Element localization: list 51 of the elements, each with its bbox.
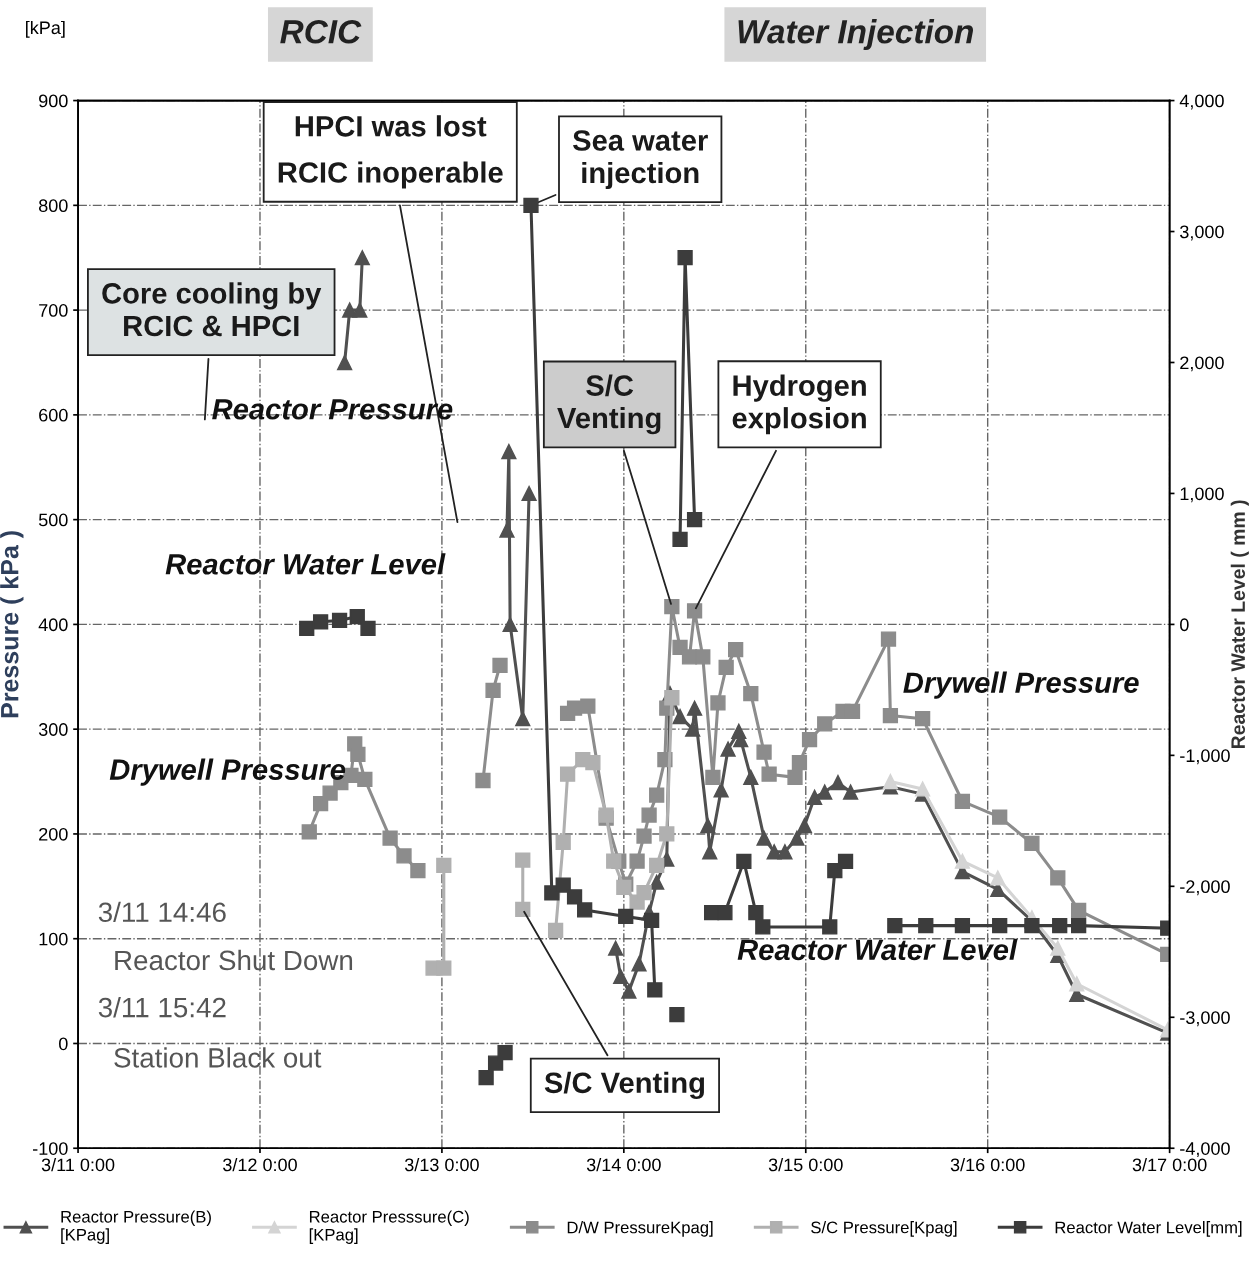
y-tick-label: 100 — [39, 932, 68, 946]
y-axis-title: Pressure ( kPa ) — [0, 531, 24, 718]
annotation: Drywell Pressure — [109, 758, 346, 786]
annotation: 3/11 14:46 — [98, 901, 226, 923]
y2-axis-title: Reactor Water Level ( mm ) — [1230, 500, 1249, 749]
y-tick-label: -100 — [33, 1142, 68, 1155]
legend-label: Reactor Presssure(C) [KPag] — [309, 1210, 469, 1244]
annotation: Reactor Water Level — [165, 553, 446, 575]
text: RCIC — [280, 19, 362, 44]
annotation: Reactor Water Level — [737, 938, 1018, 961]
x-tick-label: 3/16 0:00 — [950, 1157, 1025, 1172]
annotation: Sea water injection — [572, 130, 708, 190]
annotation: S/C Venting — [557, 374, 661, 435]
legend-label: Reactor Water Level[mm] — [1055, 1221, 1242, 1237]
y2-tick-label: 0 — [1180, 618, 1189, 632]
annotation: Drywell Pressure — [903, 671, 1139, 699]
y-tick-label: 0 — [59, 1037, 68, 1051]
y2-tick-label: 1,000 — [1180, 487, 1224, 503]
y-tick-label: 300 — [38, 723, 68, 736]
x-tick-label: 3/17 0:00 — [1132, 1157, 1207, 1172]
x-tick-label: 3/15 0:00 — [768, 1157, 843, 1172]
y-tick-label: 200 — [39, 827, 68, 841]
x-tick-label: 3/11 0:00 — [41, 1157, 115, 1172]
y-tick-label: 700 — [39, 304, 68, 317]
y2-tick-label: 3,000 — [1180, 225, 1224, 241]
annotation: Hydrogen explosion — [732, 374, 866, 435]
annotation: S/C Venting — [544, 1071, 705, 1100]
annotation: Core cooling by RCIC & HPCI — [102, 282, 322, 337]
y-tick-label: 400 — [38, 618, 68, 632]
y-tick-label: 500 — [38, 513, 68, 527]
y2-tick-label: -2,000 — [1180, 880, 1230, 896]
legend-label: Reactor Pressure(B) [KPag] — [61, 1210, 211, 1244]
y2-tick-label: 2,000 — [1180, 356, 1224, 372]
x-tick-label: 3/12 0:00 — [223, 1157, 297, 1172]
legend-label: S/C Pressure[Kpag] — [811, 1221, 957, 1237]
y2-tick-label: -4,000 — [1180, 1142, 1230, 1158]
x-tick-label: 3/13 0:00 — [404, 1157, 479, 1172]
x-tick-label: 3/14 0:00 — [586, 1157, 661, 1172]
y-tick-label: 800 — [39, 199, 68, 213]
y-tick-label: 900 — [39, 94, 68, 108]
annotation: Reactor Shut Down — [115, 949, 353, 971]
annotation: HPCI was lost RCIC inoperable — [278, 115, 503, 189]
y2-tick-label: -3,000 — [1180, 1011, 1230, 1027]
y2-tick-label: -1,000 — [1180, 749, 1230, 765]
legend-label: D/W PressureKpag] — [567, 1221, 713, 1237]
annotation: Station Black out — [114, 1047, 322, 1068]
y-tick-label: 600 — [39, 408, 68, 422]
text: [kPa] — [26, 20, 65, 38]
annotation: 3/11 15:42 — [98, 997, 226, 1018]
y2-tick-label: 4,000 — [1179, 94, 1224, 110]
text: Water Injection — [738, 19, 974, 51]
